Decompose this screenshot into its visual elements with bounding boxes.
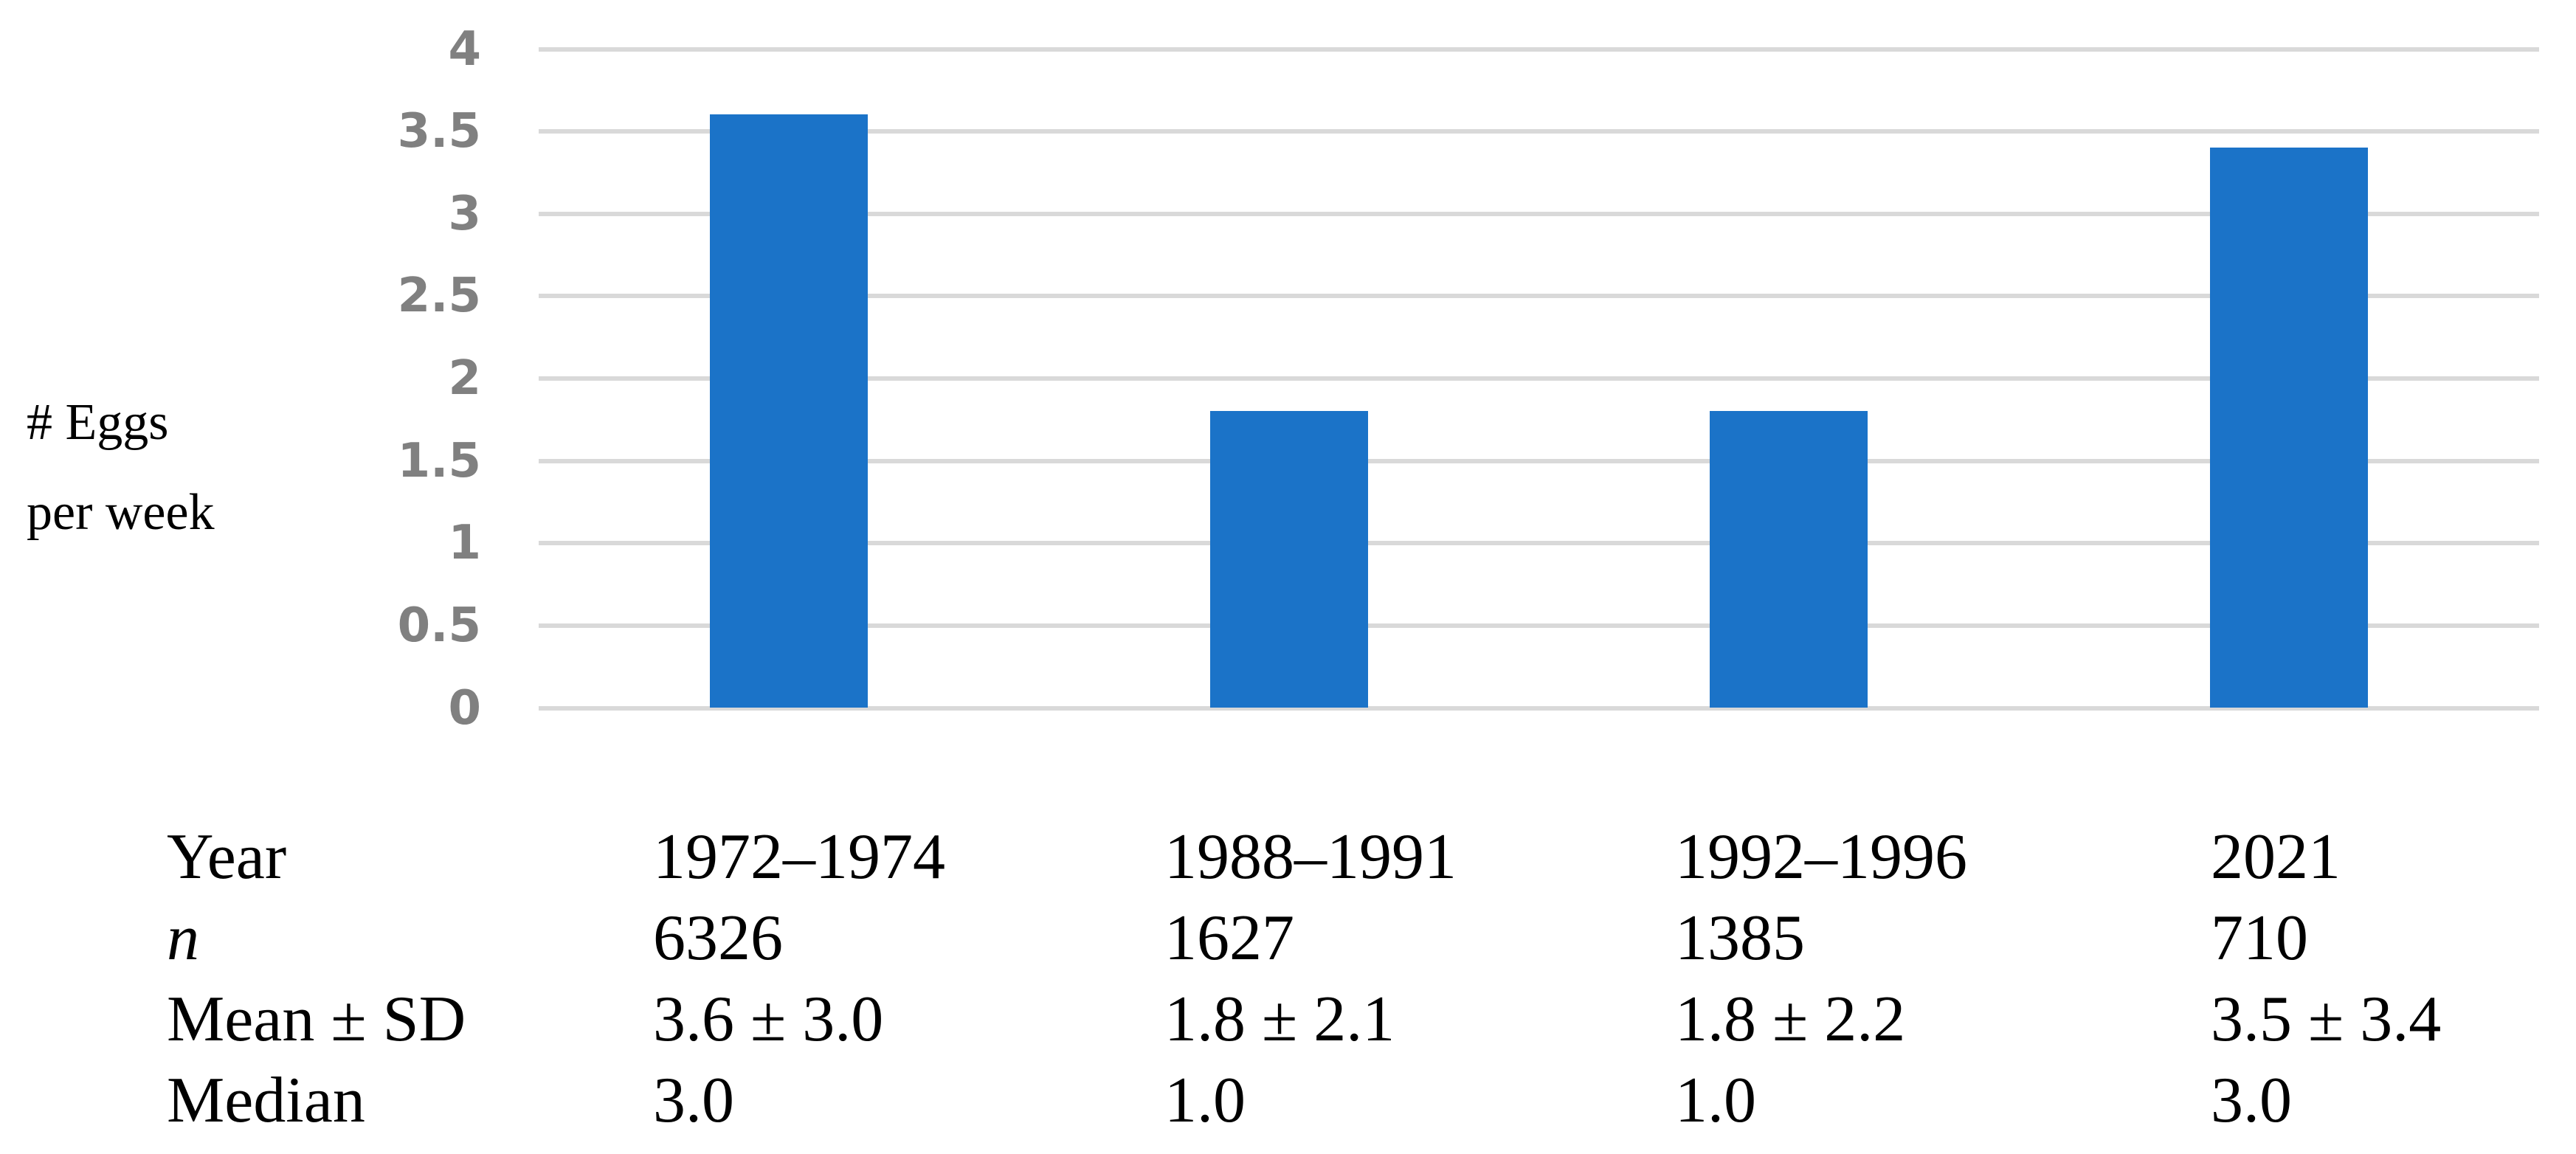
table-row-label-n: n <box>167 902 199 974</box>
table-cell-median-col4: 3.0 <box>2211 1065 2292 1136</box>
table-cell-n-col1: 6326 <box>653 902 783 974</box>
bar-2021 <box>2210 147 2369 708</box>
y-tick-label: 1 <box>448 516 481 571</box>
y-gridline <box>539 541 2539 546</box>
y-gridline <box>539 623 2539 628</box>
table-cell-mean_sd-col2: 1.8 ± 2.1 <box>1164 984 1395 1055</box>
y-tick-label: 4 <box>448 21 481 77</box>
table-row-label-median: Median <box>167 1065 365 1136</box>
y-axis-title-line-2: per week <box>27 484 215 541</box>
y-tick-label: 2 <box>448 351 481 406</box>
table-row-label-year: Year <box>167 821 287 893</box>
table-cell-n-col4: 710 <box>2211 902 2308 974</box>
table-cell-year-col1: 1972–1974 <box>653 821 945 893</box>
table-cell-mean_sd-col4: 3.5 ± 3.4 <box>2211 984 2442 1055</box>
table-cell-year-col4: 2021 <box>2211 821 2341 893</box>
bar-1972-1974 <box>709 114 868 708</box>
y-tick-label: 2.5 <box>397 269 481 324</box>
table-cell-year-col3: 1992–1996 <box>1675 821 1967 893</box>
bar-1988-1991 <box>1209 411 1368 708</box>
table-cell-mean_sd-col1: 3.6 ± 3.0 <box>653 984 884 1055</box>
y-gridline <box>539 46 2539 52</box>
y-tick-label: 1.5 <box>397 433 481 488</box>
table-row-label-mean_sd: Mean ± SD <box>167 984 466 1055</box>
y-gridline <box>539 294 2539 299</box>
table-cell-mean_sd-col3: 1.8 ± 2.2 <box>1675 984 1906 1055</box>
y-tick-label: 3.5 <box>397 104 481 159</box>
table-cell-median-col3: 1.0 <box>1675 1065 1756 1136</box>
y-tick-label: 3 <box>448 186 481 241</box>
y-gridline <box>539 458 2539 463</box>
y-gridline <box>539 129 2539 134</box>
y-gridline <box>539 705 2539 711</box>
y-gridline <box>539 376 2539 381</box>
y-gridline <box>539 211 2539 216</box>
table-cell-median-col1: 3.0 <box>653 1065 734 1136</box>
table-cell-n-col2: 1627 <box>1164 902 1294 974</box>
y-tick-label: 0.5 <box>397 598 481 653</box>
y-tick-label: 0 <box>448 680 481 736</box>
bar-1992-1996 <box>1710 411 1868 708</box>
y-axis-title: # Eggs per week <box>27 378 215 558</box>
table-cell-median-col2: 1.0 <box>1164 1065 1246 1136</box>
table-cell-year-col2: 1988–1991 <box>1164 821 1457 893</box>
table-cell-n-col3: 1385 <box>1675 902 1805 974</box>
y-axis-title-line-1: # Eggs <box>27 394 169 451</box>
